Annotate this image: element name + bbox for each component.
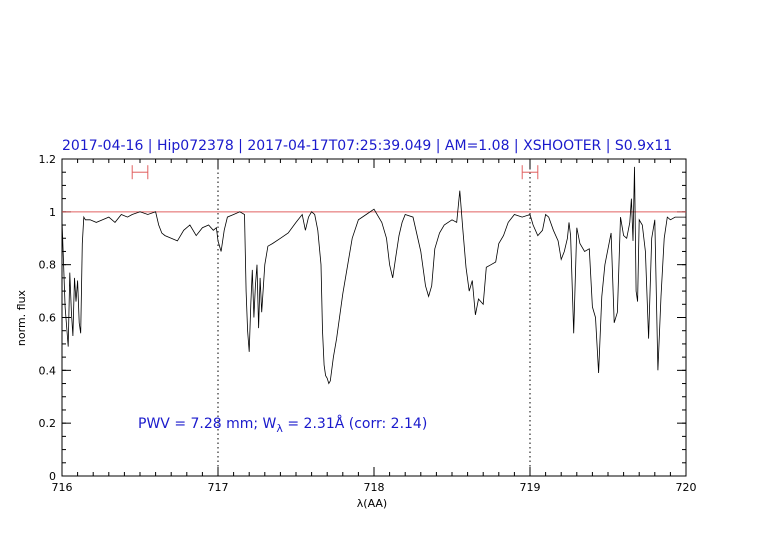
annotation-suffix: = 2.31Å (corr: 2.14) [283, 415, 427, 432]
y-tick-label: 1.2 [39, 153, 57, 166]
y-tick-label: 0.6 [39, 312, 57, 325]
chart-axes: 716 717 718 719 720 0 0.2 0.4 0.6 0.8 1 1.2 [39, 153, 697, 494]
y-axis-label: norm. flux [15, 289, 28, 346]
annotation-prefix: PWV = 7.28 mm; W [138, 416, 277, 432]
y-tick-label: 0.4 [39, 364, 57, 377]
y-tick-label: 0.8 [39, 259, 57, 272]
annotation-subscript: λ [276, 422, 283, 435]
spectrum-line [61, 166, 686, 385]
x-tick-label: 717 [208, 481, 229, 494]
x-axis-label: λ(AA) [357, 497, 387, 510]
chart-marks [61, 159, 686, 476]
x-tick-label: 716 [52, 481, 73, 494]
y-tick-label: 1 [49, 206, 56, 219]
x-tick-label: 718 [364, 481, 385, 494]
y-tick-label: 0.2 [39, 417, 57, 430]
y-tick-label: 0 [49, 470, 56, 483]
pwv-annotation: PWV = 7.28 mm; Wλ = 2.31Å (corr: 2.14) [138, 415, 427, 435]
x-tick-label: 720 [676, 481, 697, 494]
chart-title: 2017-04-16 | Hip072378 | 2017-04-17T07:2… [62, 138, 672, 154]
x-tick-label: 719 [520, 481, 541, 494]
